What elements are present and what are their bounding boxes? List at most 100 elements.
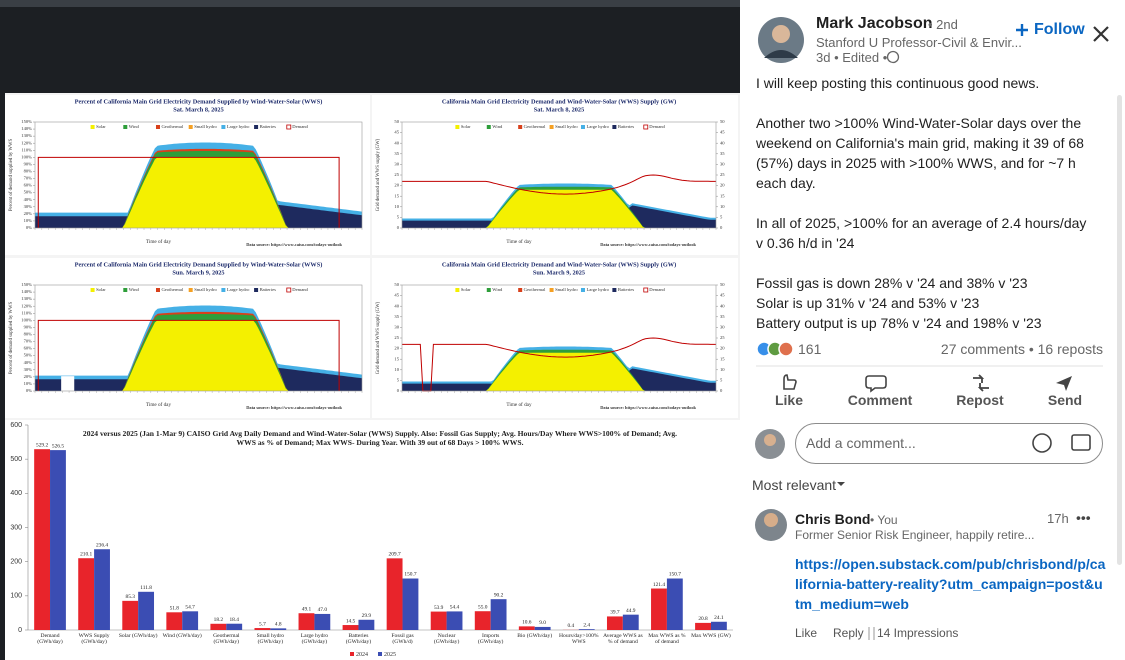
comment-like[interactable]: Like xyxy=(795,626,818,640)
value-label: 53.9 xyxy=(434,605,444,611)
comment-reply[interactable]: Reply xyxy=(833,626,864,640)
bar xyxy=(166,612,183,630)
y-tick-label: 40% xyxy=(24,197,33,202)
emoji-icon[interactable] xyxy=(1032,433,1052,453)
legend-label: Solar xyxy=(96,124,106,129)
y-tick-label: 5 xyxy=(397,214,400,219)
post-text: Fossil gas is down 28% v '24 and 38% v '… xyxy=(756,275,1028,291)
legend-swatch xyxy=(123,288,128,292)
sort-caret[interactable] xyxy=(837,482,845,486)
value-label: 210.1 xyxy=(80,551,92,557)
y-tick-label: 30 xyxy=(394,324,399,329)
y-axis-label: Percent of demand supplied by WWS xyxy=(9,139,14,212)
legend-swatch xyxy=(455,288,460,292)
legend-label: Small hydro xyxy=(194,124,217,129)
y2-tick-label: 25 xyxy=(720,172,725,177)
legend-label: Small hydro xyxy=(555,287,578,292)
post-text: Battery output is up 78% v '24 and 198% … xyxy=(756,315,1042,331)
y-tick-label: 15 xyxy=(394,356,399,361)
legend-swatch xyxy=(580,288,585,292)
legend-swatch xyxy=(643,124,649,130)
y2-tick-label: 5 xyxy=(720,377,723,382)
panel-bg xyxy=(372,95,738,255)
legend-swatch xyxy=(518,288,523,292)
y-tick-label: 20% xyxy=(24,211,33,216)
panel-graphics: ••• xyxy=(755,17,1122,640)
value-label: 29.9 xyxy=(362,613,372,619)
legend-swatch xyxy=(221,125,226,129)
x-tick-label: Large hydro (GWh/day) xyxy=(300,633,329,646)
reaction-count[interactable]: 161 xyxy=(798,341,822,357)
y2-tick-label: 50 xyxy=(720,282,725,287)
y-tick-label: 20 xyxy=(394,346,399,351)
bar xyxy=(446,611,463,630)
post-stats[interactable]: 27 comments • 16 reposts xyxy=(940,341,1103,357)
y-tick-label: 70% xyxy=(24,339,33,344)
follow-button[interactable]: Follow xyxy=(1034,21,1085,38)
comment-impressions: 14 Impressions xyxy=(877,626,959,640)
send-button[interactable]: Send xyxy=(1047,392,1083,408)
panel-title: Percent of California Main Grid Electric… xyxy=(75,261,323,268)
follow-plus[interactable] xyxy=(1016,24,1028,36)
commenter-face xyxy=(764,513,778,527)
post-meta: 3d • Edited • xyxy=(816,50,888,65)
y-tick-label: 5 xyxy=(397,377,400,382)
comment-time: 17h xyxy=(1047,511,1069,526)
comment-placeholder[interactable]: Add a comment... xyxy=(806,435,916,451)
reaction-love xyxy=(778,341,794,357)
connection-degree: • 2nd xyxy=(928,17,958,32)
sort-menu[interactable]: Most relevant xyxy=(752,477,837,493)
legend-swatch xyxy=(378,652,382,656)
more-menu[interactable]: ••• xyxy=(1076,510,1091,526)
send-icon[interactable] xyxy=(1056,376,1072,391)
legend-swatch xyxy=(221,288,226,292)
y-tick-label: 140% xyxy=(21,126,32,131)
y2-tick-label: 20 xyxy=(720,183,725,188)
legend-swatch xyxy=(123,125,128,129)
value-label: 55.0 xyxy=(478,604,488,610)
bar xyxy=(210,623,227,630)
legend-label: Large hydro xyxy=(227,124,250,129)
legend-label: Large hydro xyxy=(586,287,609,292)
value-label: 24.1 xyxy=(714,615,724,621)
image-icon[interactable] xyxy=(1071,434,1091,451)
x-tick-label: WWS Supply (GWh/day) xyxy=(78,633,110,646)
legend-label: Wind xyxy=(492,124,503,129)
panel-subtitle: Sat. March 8, 2025 xyxy=(534,106,584,113)
comment-box[interactable] xyxy=(795,423,1103,464)
repost-button[interactable]: Repost xyxy=(956,392,1004,408)
value-label: 51.8 xyxy=(170,606,180,612)
author-headline: Stanford U Professor-Civil & Envir... xyxy=(816,35,1022,50)
legend-label: Geothermal xyxy=(161,287,183,292)
like-icon[interactable] xyxy=(783,374,797,390)
x-tick-label: Wind (GWh/day) xyxy=(162,633,202,639)
bar xyxy=(342,625,359,630)
scrollbar xyxy=(1117,95,1122,565)
y-tick-label: 90% xyxy=(24,324,33,329)
like-button[interactable]: Like xyxy=(774,392,803,408)
bar xyxy=(386,558,403,630)
y-axis-label: Grid demand and WWS supply (GW) xyxy=(376,138,381,211)
commenter-name[interactable]: Chris Bond xyxy=(795,511,871,527)
legend-swatch xyxy=(455,125,460,129)
legend-label: Batteries xyxy=(260,287,277,292)
post-text: In all of 2025, >100% for an average of … xyxy=(756,215,1087,251)
bar xyxy=(254,628,271,630)
x-axis-label: Time of day xyxy=(146,238,172,245)
comment-link[interactable]: https://open.substack.com/pub/chrisbond/… xyxy=(795,556,1106,612)
legend-label: Large hydro xyxy=(227,287,250,292)
repost-icon[interactable] xyxy=(973,374,989,392)
y2-tick-label: 10 xyxy=(720,367,725,372)
author-name[interactable]: Mark Jacobson xyxy=(816,15,933,32)
bar xyxy=(314,613,331,630)
legend-label: Solar xyxy=(96,287,106,292)
y-tick-label: 20% xyxy=(24,374,33,379)
comment-button[interactable]: Comment xyxy=(847,392,913,408)
comment-icon[interactable] xyxy=(865,375,887,393)
legend-label: Geothermal xyxy=(524,124,546,129)
legend-label: Wind xyxy=(129,124,140,129)
y-tick-label: 150% xyxy=(21,119,32,124)
y2-tick-label: 45 xyxy=(720,130,725,135)
close-icon[interactable] xyxy=(1093,26,1109,42)
